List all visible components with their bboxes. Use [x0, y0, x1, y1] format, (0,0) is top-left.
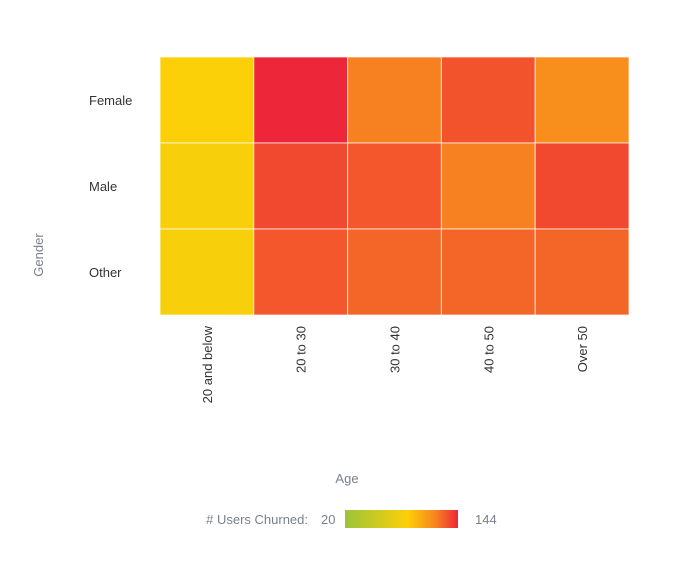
x-tick-label: 20 and below — [200, 325, 215, 403]
x-tick-label: 30 to 40 — [388, 326, 403, 373]
legend-max-label: 144 — [475, 512, 497, 527]
legend-title: # Users Churned: — [206, 512, 308, 527]
heatmap-cell — [159, 228, 255, 316]
y-tick-label: Male — [89, 179, 117, 194]
heatmap-cell — [440, 228, 536, 316]
y-axis-title: Gender — [31, 233, 46, 277]
heatmap-cell — [534, 56, 630, 144]
legend-min-label: 20 — [321, 512, 335, 527]
x-tick-label: 20 to 30 — [294, 326, 309, 373]
heatmap-cell — [440, 56, 536, 144]
x-tick-label: 40 to 50 — [481, 326, 496, 373]
heatmap-cell — [159, 142, 255, 230]
heatmap-cell — [347, 228, 442, 316]
heatmap-cell — [159, 56, 255, 144]
heatmap-cell — [253, 142, 349, 230]
heatmap-cell — [347, 142, 442, 230]
heatmap-cell — [253, 228, 349, 316]
heatmap-cell — [534, 142, 630, 230]
heatmap-cell — [440, 142, 536, 230]
heatmap-cell — [253, 56, 349, 144]
x-tick-label: Over 50 — [575, 326, 590, 372]
heatmap-cell — [347, 56, 442, 144]
x-axis-title: Age — [335, 471, 358, 486]
heatmap-cell — [534, 228, 630, 316]
color-legend: # Users Churned: 20 144 — [206, 510, 497, 528]
y-tick-label: Other — [89, 265, 122, 280]
y-tick-label: Female — [89, 93, 132, 108]
legend-gradient-bar — [345, 510, 458, 528]
